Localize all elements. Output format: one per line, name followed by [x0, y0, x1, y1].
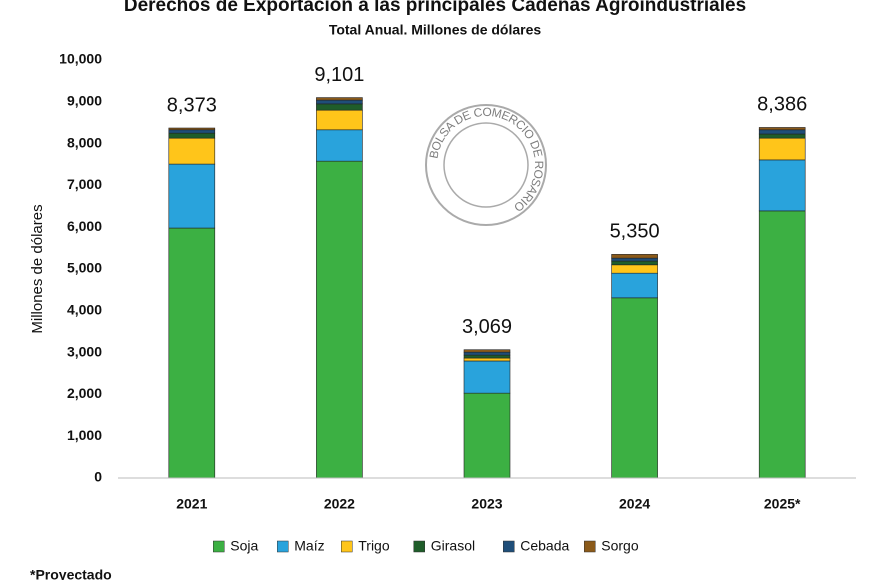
bar-segment: [316, 160, 363, 479]
seal-inner: [443, 122, 529, 208]
bar-segment: [316, 109, 363, 131]
bar-segment: [463, 354, 511, 359]
y-tick-label: 9,000: [67, 93, 102, 109]
bar-segment: [611, 264, 658, 274]
y-tick-label: 5,000: [67, 260, 102, 276]
seal-outer: [425, 104, 547, 226]
bar-segment: [758, 159, 806, 212]
bar-segment: [168, 129, 216, 134]
legend-label: Trigo: [358, 538, 390, 554]
x-tick-label: 2024: [619, 496, 650, 512]
bar-segment: [611, 272, 658, 299]
legend-label: Cebada: [520, 538, 569, 554]
bar-segment: [168, 127, 216, 131]
bar-segment: [168, 163, 216, 229]
y-tick-label: 6,000: [67, 218, 102, 234]
chart-title: Derechos de Exportación a las principale…: [124, 0, 746, 16]
bar-segment: [611, 257, 658, 262]
y-tick-label: 10,000: [59, 51, 102, 67]
legend-swatch: [413, 540, 425, 553]
legend-swatch: [213, 540, 225, 553]
legend-swatch: [503, 540, 515, 553]
bar-segment: [463, 351, 511, 356]
x-tick-label: 2025*: [764, 496, 801, 512]
bar-segment: [168, 227, 216, 479]
bar-segment: [611, 260, 658, 266]
y-tick-label: 8,000: [67, 134, 102, 150]
y-tick-label: 4,000: [67, 302, 102, 318]
y-tick-label: 7,000: [67, 176, 102, 192]
bar-segment: [316, 97, 363, 101]
footnote: *Proyectado: [30, 567, 112, 580]
legend-swatch: [341, 540, 353, 553]
bar-segment: [463, 349, 511, 353]
bar-segment: [758, 137, 806, 161]
legend-label: Maíz: [294, 538, 324, 554]
y-tick-label: 3,000: [67, 343, 102, 359]
bar-segment: [168, 137, 216, 165]
legend-swatch: [584, 540, 596, 553]
bar-segment: [463, 360, 511, 394]
legend-swatch: [277, 540, 289, 553]
total-label: 8,373: [167, 94, 217, 116]
bar-segment: [758, 210, 806, 479]
x-tick-label: 2022: [324, 496, 355, 512]
y-tick-label: 2,000: [67, 385, 102, 401]
total-label: 9,101: [314, 64, 364, 86]
bar-segment: [316, 129, 363, 162]
legend-label: Soja: [230, 538, 258, 554]
y-axis-label: Millones de dólares: [29, 204, 46, 333]
y-tick-label: 0: [94, 469, 102, 485]
total-label: 5,350: [610, 221, 660, 243]
total-label: 3,069: [462, 316, 512, 338]
bar-segment: [758, 127, 806, 131]
bar-segment: [168, 132, 216, 139]
total-label: 8,386: [757, 94, 807, 116]
bar-segment: [758, 133, 806, 139]
legend-label: Girasol: [431, 538, 475, 554]
bar-segment: [611, 297, 658, 479]
x-tick-label: 2021: [176, 496, 207, 512]
chart-subtitle: Total Anual. Millones de dólares: [329, 22, 542, 38]
bar-segment: [316, 103, 363, 111]
bar-segment: [463, 357, 511, 362]
x-tick-label: 2023: [471, 496, 502, 512]
bar-segment: [611, 254, 658, 259]
bar-segment: [758, 129, 806, 135]
bar-segment: [316, 99, 363, 105]
legend-label: Sorgo: [601, 538, 639, 554]
y-tick-label: 1,000: [67, 427, 102, 443]
bar-segment: [463, 392, 511, 479]
